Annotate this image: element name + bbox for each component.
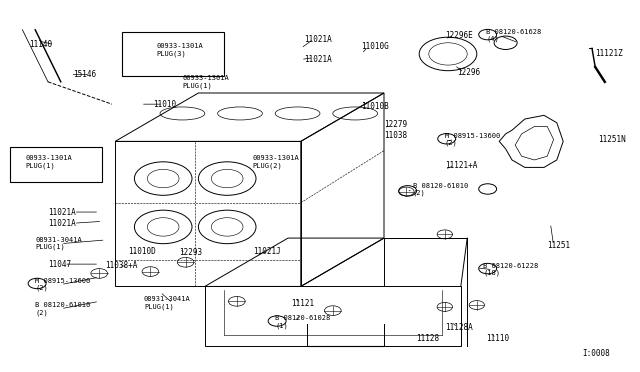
Text: 00933-1301A
PLUG(1): 00933-1301A PLUG(1) bbox=[182, 75, 229, 89]
Text: 12296E: 12296E bbox=[445, 31, 472, 40]
Text: 11038+A: 11038+A bbox=[106, 262, 138, 270]
Text: 11251: 11251 bbox=[547, 241, 570, 250]
Text: 00933-1301A
PLUG(2): 00933-1301A PLUG(2) bbox=[253, 155, 300, 169]
Text: 11021A: 11021A bbox=[304, 35, 332, 44]
Text: 11021A: 11021A bbox=[304, 55, 332, 64]
Text: 11110: 11110 bbox=[486, 334, 509, 343]
Text: M 08915-13600
(2): M 08915-13600 (2) bbox=[445, 133, 500, 146]
Text: 11010: 11010 bbox=[154, 100, 177, 109]
Text: B 08120-61228
(18): B 08120-61228 (18) bbox=[483, 263, 538, 276]
Text: 00933-1301A
PLUG(3): 00933-1301A PLUG(3) bbox=[157, 44, 204, 57]
Text: 11010B: 11010B bbox=[362, 102, 389, 110]
Text: 12279: 12279 bbox=[384, 120, 407, 129]
Text: 11121+A: 11121+A bbox=[445, 161, 477, 170]
Text: 11010D: 11010D bbox=[128, 247, 156, 256]
Text: 12296: 12296 bbox=[458, 68, 481, 77]
Text: 11047: 11047 bbox=[48, 260, 71, 269]
Text: 11128A: 11128A bbox=[445, 323, 472, 332]
Text: 11121Z: 11121Z bbox=[595, 49, 623, 58]
Text: 11128: 11128 bbox=[416, 334, 439, 343]
Text: I:0008: I:0008 bbox=[582, 349, 610, 358]
Text: 08931-3041A
PLUG(1): 08931-3041A PLUG(1) bbox=[35, 237, 82, 250]
Text: 11010G: 11010G bbox=[362, 42, 389, 51]
Text: 15146: 15146 bbox=[74, 70, 97, 79]
Text: M 08915-13600
(2): M 08915-13600 (2) bbox=[35, 278, 90, 291]
Text: 00933-1301A
PLUG(1): 00933-1301A PLUG(1) bbox=[26, 155, 72, 169]
Text: B 08120-61010
(2): B 08120-61010 (2) bbox=[413, 183, 468, 196]
Text: B 08120-61028
(1): B 08120-61028 (1) bbox=[275, 315, 330, 328]
Text: 11021A: 11021A bbox=[48, 219, 76, 228]
Text: 08931-3041A
PLUG(1): 08931-3041A PLUG(1) bbox=[144, 296, 191, 310]
Text: 11021A: 11021A bbox=[48, 208, 76, 217]
Text: 11140: 11140 bbox=[29, 40, 52, 49]
Text: 12293: 12293 bbox=[179, 248, 202, 257]
Text: 11121: 11121 bbox=[291, 299, 314, 308]
Text: B 08120-61010
(2): B 08120-61010 (2) bbox=[35, 302, 90, 315]
Text: 11251N: 11251N bbox=[598, 135, 626, 144]
Text: 11021J: 11021J bbox=[253, 247, 280, 256]
Text: B 08120-61628
(4): B 08120-61628 (4) bbox=[486, 29, 541, 42]
Text: 11038: 11038 bbox=[384, 131, 407, 140]
